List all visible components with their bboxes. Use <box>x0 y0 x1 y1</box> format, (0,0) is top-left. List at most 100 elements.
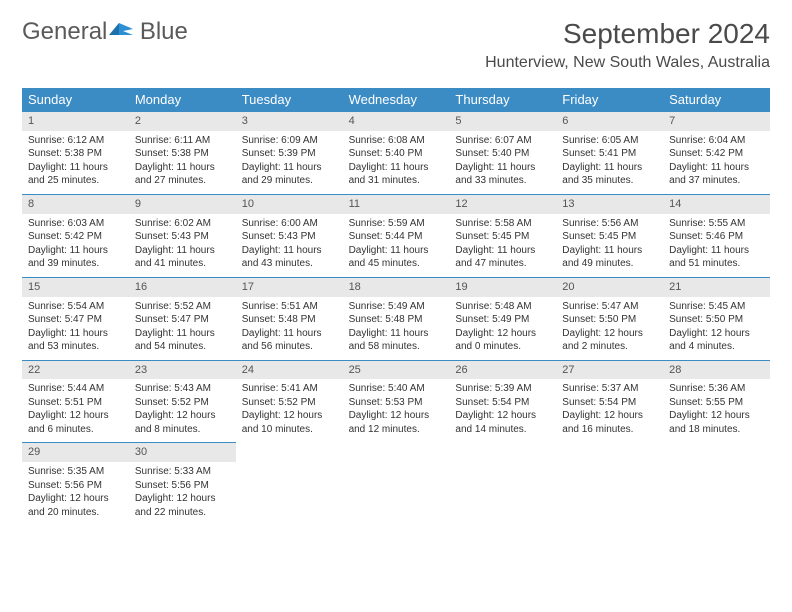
day-sunrise: Sunrise: 6:09 AM <box>242 134 337 148</box>
day-sunrise: Sunrise: 6:04 AM <box>669 134 764 148</box>
day-day2: and 31 minutes. <box>349 174 444 188</box>
day-body: Sunrise: 6:11 AMSunset: 5:38 PMDaylight:… <box>129 131 236 194</box>
day-body: Sunrise: 5:44 AMSunset: 5:51 PMDaylight:… <box>22 379 129 442</box>
logo: General Blue <box>22 18 188 46</box>
day-cell <box>236 442 343 525</box>
day-day2: and 43 minutes. <box>242 257 337 271</box>
day-sunset: Sunset: 5:50 PM <box>562 313 657 327</box>
day-day2: and 45 minutes. <box>349 257 444 271</box>
day-body: Sunrise: 5:51 AMSunset: 5:48 PMDaylight:… <box>236 297 343 360</box>
day-day2: and 29 minutes. <box>242 174 337 188</box>
day-day2: and 12 minutes. <box>349 423 444 437</box>
week-row: 29Sunrise: 5:35 AMSunset: 5:56 PMDayligh… <box>22 442 770 525</box>
day-sunrise: Sunrise: 5:51 AM <box>242 300 337 314</box>
day-sunrise: Sunrise: 5:39 AM <box>455 382 550 396</box>
day-day1: Daylight: 11 hours <box>349 161 444 175</box>
day-number: 13 <box>556 194 663 214</box>
day-header-mon: Monday <box>129 88 236 111</box>
day-sunset: Sunset: 5:43 PM <box>242 230 337 244</box>
day-day2: and 35 minutes. <box>562 174 657 188</box>
day-cell: 10Sunrise: 6:00 AMSunset: 5:43 PMDayligh… <box>236 194 343 277</box>
day-body: Sunrise: 6:08 AMSunset: 5:40 PMDaylight:… <box>343 131 450 194</box>
day-day1: Daylight: 11 hours <box>242 244 337 258</box>
day-sunset: Sunset: 5:41 PM <box>562 147 657 161</box>
day-day2: and 25 minutes. <box>28 174 123 188</box>
day-body: Sunrise: 5:39 AMSunset: 5:54 PMDaylight:… <box>449 379 556 442</box>
day-body: Sunrise: 5:59 AMSunset: 5:44 PMDaylight:… <box>343 214 450 277</box>
day-sunrise: Sunrise: 5:44 AM <box>28 382 123 396</box>
day-day1: Daylight: 11 hours <box>135 244 230 258</box>
day-sunrise: Sunrise: 5:54 AM <box>28 300 123 314</box>
day-number: 8 <box>22 194 129 214</box>
day-day1: Daylight: 11 hours <box>562 244 657 258</box>
day-sunrise: Sunrise: 5:55 AM <box>669 217 764 231</box>
day-header-sat: Saturday <box>663 88 770 111</box>
day-body: Sunrise: 5:52 AMSunset: 5:47 PMDaylight:… <box>129 297 236 360</box>
day-sunset: Sunset: 5:50 PM <box>669 313 764 327</box>
day-number: 27 <box>556 360 663 380</box>
day-cell: 22Sunrise: 5:44 AMSunset: 5:51 PMDayligh… <box>22 360 129 443</box>
day-day2: and 16 minutes. <box>562 423 657 437</box>
day-cell: 13Sunrise: 5:56 AMSunset: 5:45 PMDayligh… <box>556 194 663 277</box>
day-header-tue: Tuesday <box>236 88 343 111</box>
day-day2: and 14 minutes. <box>455 423 550 437</box>
day-cell: 14Sunrise: 5:55 AMSunset: 5:46 PMDayligh… <box>663 194 770 277</box>
day-cell: 27Sunrise: 5:37 AMSunset: 5:54 PMDayligh… <box>556 360 663 443</box>
day-day1: Daylight: 11 hours <box>349 327 444 341</box>
day-day2: and 22 minutes. <box>135 506 230 520</box>
week-row: 8Sunrise: 6:03 AMSunset: 5:42 PMDaylight… <box>22 194 770 277</box>
day-sunrise: Sunrise: 5:59 AM <box>349 217 444 231</box>
day-sunset: Sunset: 5:54 PM <box>562 396 657 410</box>
day-number: 18 <box>343 277 450 297</box>
weeks-container: 1Sunrise: 6:12 AMSunset: 5:38 PMDaylight… <box>22 111 770 525</box>
header-right: September 2024 Hunterview, New South Wal… <box>485 18 770 72</box>
day-cell: 20Sunrise: 5:47 AMSunset: 5:50 PMDayligh… <box>556 277 663 360</box>
day-body: Sunrise: 6:05 AMSunset: 5:41 PMDaylight:… <box>556 131 663 194</box>
calendar: Sunday Monday Tuesday Wednesday Thursday… <box>22 88 770 525</box>
day-day1: Daylight: 11 hours <box>562 161 657 175</box>
day-cell: 21Sunrise: 5:45 AMSunset: 5:50 PMDayligh… <box>663 277 770 360</box>
day-body: Sunrise: 5:43 AMSunset: 5:52 PMDaylight:… <box>129 379 236 442</box>
day-sunrise: Sunrise: 5:40 AM <box>349 382 444 396</box>
day-number: 26 <box>449 360 556 380</box>
day-cell: 1Sunrise: 6:12 AMSunset: 5:38 PMDaylight… <box>22 111 129 194</box>
day-day2: and 18 minutes. <box>669 423 764 437</box>
day-number: 19 <box>449 277 556 297</box>
day-number: 23 <box>129 360 236 380</box>
week-row: 22Sunrise: 5:44 AMSunset: 5:51 PMDayligh… <box>22 360 770 443</box>
day-body: Sunrise: 6:09 AMSunset: 5:39 PMDaylight:… <box>236 131 343 194</box>
day-day1: Daylight: 11 hours <box>28 327 123 341</box>
day-cell: 7Sunrise: 6:04 AMSunset: 5:42 PMDaylight… <box>663 111 770 194</box>
day-body: Sunrise: 6:07 AMSunset: 5:40 PMDaylight:… <box>449 131 556 194</box>
day-header-thu: Thursday <box>449 88 556 111</box>
day-day2: and 49 minutes. <box>562 257 657 271</box>
day-body: Sunrise: 5:54 AMSunset: 5:47 PMDaylight:… <box>22 297 129 360</box>
day-cell: 26Sunrise: 5:39 AMSunset: 5:54 PMDayligh… <box>449 360 556 443</box>
day-day1: Daylight: 11 hours <box>135 161 230 175</box>
day-sunset: Sunset: 5:42 PM <box>669 147 764 161</box>
day-body: Sunrise: 6:03 AMSunset: 5:42 PMDaylight:… <box>22 214 129 277</box>
day-body: Sunrise: 5:33 AMSunset: 5:56 PMDaylight:… <box>129 462 236 525</box>
day-body: Sunrise: 6:12 AMSunset: 5:38 PMDaylight:… <box>22 131 129 194</box>
day-number: 14 <box>663 194 770 214</box>
day-body: Sunrise: 5:49 AMSunset: 5:48 PMDaylight:… <box>343 297 450 360</box>
day-body: Sunrise: 5:56 AMSunset: 5:45 PMDaylight:… <box>556 214 663 277</box>
day-day1: Daylight: 11 hours <box>135 327 230 341</box>
day-day1: Daylight: 12 hours <box>669 327 764 341</box>
day-day2: and 58 minutes. <box>349 340 444 354</box>
day-day1: Daylight: 11 hours <box>242 161 337 175</box>
day-sunset: Sunset: 5:40 PM <box>455 147 550 161</box>
day-sunset: Sunset: 5:47 PM <box>28 313 123 327</box>
day-header-sun: Sunday <box>22 88 129 111</box>
day-sunrise: Sunrise: 6:12 AM <box>28 134 123 148</box>
day-cell: 4Sunrise: 6:08 AMSunset: 5:40 PMDaylight… <box>343 111 450 194</box>
logo-flag-icon <box>109 21 135 44</box>
day-body: Sunrise: 5:45 AMSunset: 5:50 PMDaylight:… <box>663 297 770 360</box>
day-cell: 29Sunrise: 5:35 AMSunset: 5:56 PMDayligh… <box>22 442 129 525</box>
day-header-row: Sunday Monday Tuesday Wednesday Thursday… <box>22 88 770 111</box>
day-body: Sunrise: 5:35 AMSunset: 5:56 PMDaylight:… <box>22 462 129 525</box>
day-number: 21 <box>663 277 770 297</box>
day-number: 3 <box>236 111 343 131</box>
day-day1: Daylight: 12 hours <box>562 327 657 341</box>
day-cell: 17Sunrise: 5:51 AMSunset: 5:48 PMDayligh… <box>236 277 343 360</box>
